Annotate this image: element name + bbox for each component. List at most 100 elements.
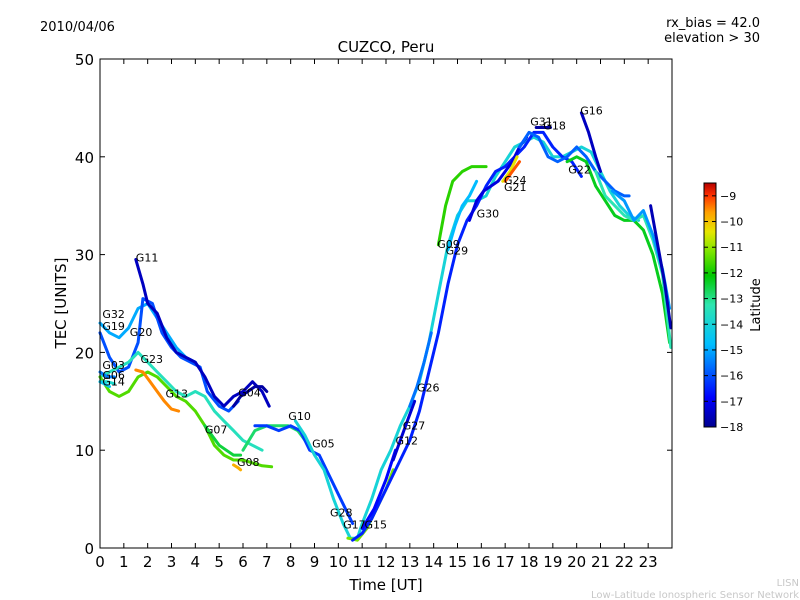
elevation-label: elevation > 30 bbox=[664, 31, 760, 46]
label-g24: G24 bbox=[504, 174, 527, 187]
label-g23: G23 bbox=[141, 353, 164, 366]
track-g30 bbox=[467, 135, 529, 222]
x-tick-label: 22 bbox=[615, 553, 634, 571]
y-tick-label: 40 bbox=[75, 149, 94, 167]
track-g24 bbox=[501, 155, 519, 183]
x-tick-label: 19 bbox=[543, 553, 562, 571]
track-g27 bbox=[391, 399, 417, 462]
track-g25 bbox=[649, 204, 673, 330]
y-tick-label: 10 bbox=[75, 442, 94, 460]
chart-title: CUZCO, Peru bbox=[338, 38, 435, 56]
colorbar-tick-label: −14 bbox=[720, 318, 743, 331]
track-g09 bbox=[436, 165, 488, 247]
label-g10: G10 bbox=[288, 410, 311, 423]
x-tick-label: 6 bbox=[238, 553, 248, 571]
colorbar-tick-label: −10 bbox=[720, 216, 743, 229]
track-g22 bbox=[565, 155, 672, 345]
x-tick-label: 3 bbox=[167, 553, 177, 571]
colorbar-tick-label: −18 bbox=[720, 421, 743, 434]
colorbar-tick-label: −12 bbox=[720, 267, 743, 280]
colorbar-tick-label: −15 bbox=[720, 344, 743, 357]
track-g14 bbox=[98, 380, 111, 389]
rx-bias-label: rx_bias = 42.0 bbox=[666, 16, 760, 31]
x-tick-label: 16 bbox=[472, 553, 491, 571]
x-tick-label: 4 bbox=[191, 553, 201, 571]
x-tick-label: 18 bbox=[519, 553, 538, 571]
track-g29 bbox=[446, 179, 479, 252]
label-g13: G13 bbox=[166, 387, 189, 400]
x-tick-label: 0 bbox=[95, 553, 105, 571]
colorbar-tick-label: −9 bbox=[720, 190, 736, 203]
track-g03 bbox=[98, 370, 116, 379]
track-g15 bbox=[351, 130, 583, 542]
label-g08: G08 bbox=[237, 456, 260, 469]
footer-network: Low-Latitude Ionospheric Sensor Network bbox=[591, 590, 799, 600]
label-g30: G30 bbox=[477, 207, 500, 220]
label-g31: G31 bbox=[530, 116, 553, 129]
y-tick-label: 20 bbox=[75, 344, 94, 362]
plot-data-layer bbox=[98, 111, 673, 542]
track-g20 bbox=[98, 350, 264, 452]
x-tick-label: 12 bbox=[376, 553, 395, 571]
x-tick-label: 1 bbox=[119, 553, 129, 571]
label-g21: G21 bbox=[504, 181, 527, 194]
y-axis-ticks: 0 10 20 30 40 50 bbox=[75, 51, 672, 558]
x-axis-label: Time [UT] bbox=[348, 576, 422, 594]
date-label: 2010/04/06 bbox=[40, 20, 115, 35]
label-g12: G12 bbox=[396, 434, 419, 447]
colorbar-tick-label: −16 bbox=[720, 370, 743, 383]
track-g11 bbox=[134, 258, 271, 408]
label-g15: G15 bbox=[365, 518, 388, 531]
track-g21 bbox=[503, 160, 521, 183]
x-tick-label: 13 bbox=[400, 553, 419, 571]
x-tick-label: 21 bbox=[591, 553, 610, 571]
label-g11: G11 bbox=[136, 251, 159, 264]
track-g05 bbox=[253, 424, 355, 525]
x-tick-label: 17 bbox=[496, 553, 515, 571]
track-g12 bbox=[360, 448, 397, 530]
label-g28: G28 bbox=[330, 507, 353, 520]
y-tick-label: 30 bbox=[75, 247, 94, 265]
x-tick-label: 7 bbox=[262, 553, 272, 571]
y-tick-label: 0 bbox=[84, 540, 94, 558]
footer-lisn: LISN bbox=[777, 578, 799, 589]
label-g06: G06 bbox=[102, 369, 125, 382]
track-g16 bbox=[579, 111, 602, 173]
x-tick-label: 9 bbox=[310, 553, 320, 571]
track-g23 bbox=[98, 370, 274, 469]
track-g07 bbox=[203, 424, 243, 457]
label-g18: G18 bbox=[543, 119, 566, 132]
x-tick-label: 23 bbox=[639, 553, 658, 571]
track-g31 bbox=[518, 130, 631, 198]
label-g32: G32 bbox=[102, 308, 125, 321]
x-axis-ticks: 0 1 2 3 4 5 6 7 8 9 10 11 12 13 14 15 16 17 18 19 20 21 22 23 bbox=[95, 59, 658, 571]
label-g22: G22 bbox=[568, 163, 591, 176]
x-tick-label: 15 bbox=[448, 553, 467, 571]
colorbar bbox=[703, 182, 717, 428]
colorbar-label: Latitude bbox=[749, 278, 764, 332]
colorbar-ticks: −9 −10 −11 −12 −13 −14 −15 −16 −17 −18 bbox=[704, 190, 743, 434]
label-g14: G14 bbox=[102, 376, 125, 389]
x-tick-label: 5 bbox=[214, 553, 224, 571]
x-tick-label: 14 bbox=[424, 553, 443, 571]
track-g26 bbox=[408, 331, 433, 408]
y-axis-label: TEC [UNITS] bbox=[52, 258, 70, 350]
x-tick-label: 11 bbox=[353, 553, 372, 571]
label-g19: G19 bbox=[102, 320, 125, 333]
label-g05: G05 bbox=[312, 437, 335, 450]
track-g08 bbox=[232, 463, 243, 472]
colorbar-tick-label: −13 bbox=[720, 293, 743, 306]
label-g16: G16 bbox=[580, 105, 603, 118]
label-g04: G04 bbox=[238, 386, 261, 399]
y-tick-label: 50 bbox=[75, 51, 94, 69]
label-g27: G27 bbox=[403, 420, 426, 433]
label-g29: G29 bbox=[446, 245, 469, 258]
colorbar-tick-label: −17 bbox=[720, 395, 743, 408]
label-g17: G17 bbox=[343, 518, 366, 531]
colorbar-tick-label: −11 bbox=[720, 241, 743, 254]
label-g26: G26 bbox=[417, 382, 440, 395]
label-g20: G20 bbox=[130, 326, 153, 339]
track-g04 bbox=[232, 385, 269, 408]
x-tick-label: 8 bbox=[286, 553, 296, 571]
